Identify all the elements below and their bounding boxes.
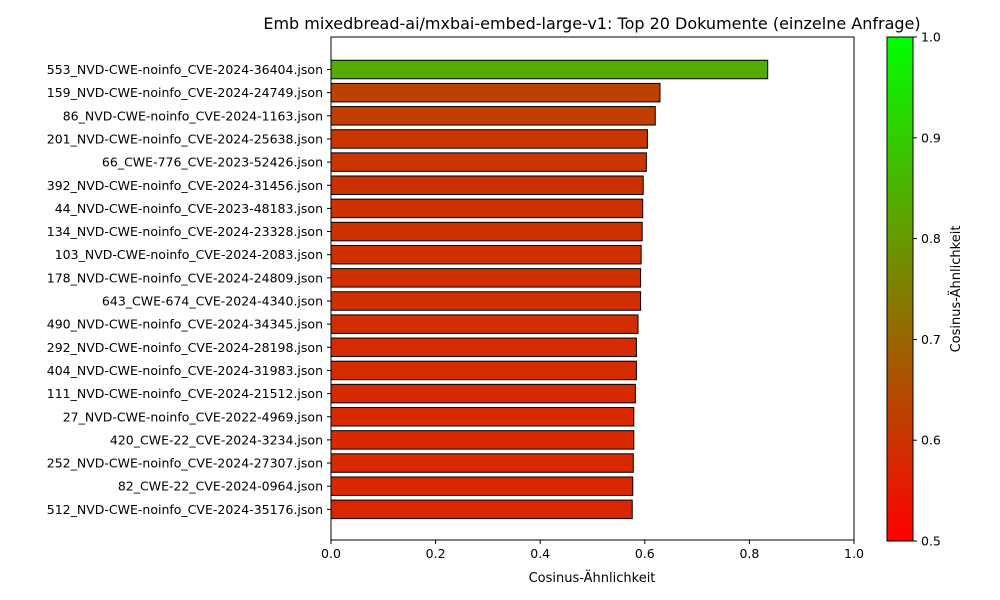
y-tick-label: 111_NVD-CWE-noinfo_CVE-2024-21512.json xyxy=(47,386,323,401)
x-tick-label: 0.2 xyxy=(426,546,446,561)
colorbar-ticks: 0.5 0.6 0.7 0.8 0.9 1.0 xyxy=(913,30,941,549)
y-tick-label: 512_NVD-CWE-noinfo_CVE-2024-35176.json xyxy=(47,502,323,517)
bar xyxy=(330,291,642,311)
bar xyxy=(330,106,656,126)
bar xyxy=(330,476,634,496)
bar xyxy=(330,407,635,427)
y-tick-label: 201_NVD-CWE-noinfo_CVE-2024-25638.json xyxy=(47,131,323,146)
colorbar xyxy=(886,36,914,542)
y-tick-label: 178_NVD-CWE-noinfo_CVE-2024-24809.json xyxy=(47,270,323,285)
bar xyxy=(330,59,769,80)
x-tick-label: 0.6 xyxy=(635,546,655,561)
y-tick-label: 27_NVD-CWE-noinfo_CVE-2022-4969.json xyxy=(63,409,323,424)
bar xyxy=(330,175,644,195)
bar xyxy=(330,337,637,358)
bar xyxy=(330,499,633,520)
bar xyxy=(330,129,648,149)
chart-title: Emb mixedbread-ai/mxbai-embed-large-v1: … xyxy=(263,14,920,33)
y-tick-label: 553_NVD-CWE-noinfo_CVE-2024-36404.json xyxy=(47,62,323,77)
y-tick-label: 404_NVD-CWE-noinfo_CVE-2024-31983.json xyxy=(47,363,323,378)
y-tick-label: 159_NVD-CWE-noinfo_CVE-2024-24749.json xyxy=(47,85,323,100)
colorbar-label: Cosinus-Ähnlichkeit xyxy=(948,226,964,353)
x-tick-label: 1.0 xyxy=(844,546,864,561)
x-tick-label: 0.8 xyxy=(739,546,759,561)
y-tick-label: 82_CWE-22_CVE-2024-0964.json xyxy=(118,479,323,494)
bar xyxy=(330,82,661,103)
x-tick-label: 0.4 xyxy=(530,546,550,561)
y-tick-label: 643_CWE-674_CVE-2024-4340.json xyxy=(102,294,323,309)
bar xyxy=(330,198,644,219)
plot-frame xyxy=(330,36,855,541)
y-tick-label: 86_NVD-CWE-noinfo_CVE-2024-1163.json xyxy=(63,108,323,123)
bar xyxy=(330,244,642,265)
y-tick-label: 66_CWE-776_CVE-2023-52426.json xyxy=(102,155,323,170)
bar xyxy=(330,268,642,288)
bar xyxy=(330,383,636,404)
y-tick-label: 292_NVD-CWE-noinfo_CVE-2024-28198.json xyxy=(47,340,323,355)
colorbar-tick-label: 0.9 xyxy=(921,130,941,145)
bar xyxy=(330,453,634,473)
bar xyxy=(330,221,643,242)
colorbar-tick-label: 0.7 xyxy=(921,332,941,347)
x-axis-label: Cosinus-Ähnlichkeit xyxy=(529,570,656,586)
bars-group xyxy=(330,59,769,520)
y-tick-label: 103_NVD-CWE-noinfo_CVE-2024-2083.json xyxy=(55,247,323,262)
bar xyxy=(330,430,635,450)
y-tick-label: 252_NVD-CWE-noinfo_CVE-2024-27307.json xyxy=(47,456,323,471)
bar xyxy=(330,152,647,172)
y-tick-label: 490_NVD-CWE-noinfo_CVE-2024-34345.json xyxy=(47,317,323,332)
colorbar-tick-label: 0.8 xyxy=(921,231,941,246)
y-tick-label: 134_NVD-CWE-noinfo_CVE-2024-23328.json xyxy=(47,224,323,239)
bar xyxy=(330,360,637,381)
y-tick-label: 420_CWE-22_CVE-2024-3234.json xyxy=(110,432,323,447)
bar xyxy=(330,314,639,334)
x-tick-label: 0.0 xyxy=(321,546,341,561)
colorbar-tick-label: 0.5 xyxy=(921,534,941,549)
colorbar-tick-label: 0.6 xyxy=(921,433,941,448)
y-tick-label: 44_NVD-CWE-noinfo_CVE-2023-48183.json xyxy=(55,201,323,216)
x-axis-ticks: 0.0 0.2 0.4 0.6 0.8 1.0 xyxy=(321,540,864,561)
colorbar-tick-label: 1.0 xyxy=(921,30,941,45)
y-tick-label: 392_NVD-CWE-noinfo_CVE-2024-31456.json xyxy=(47,178,323,193)
y-tick-labels: 553_NVD-CWE-noinfo_CVE-2024-36404.json 15… xyxy=(47,62,331,517)
